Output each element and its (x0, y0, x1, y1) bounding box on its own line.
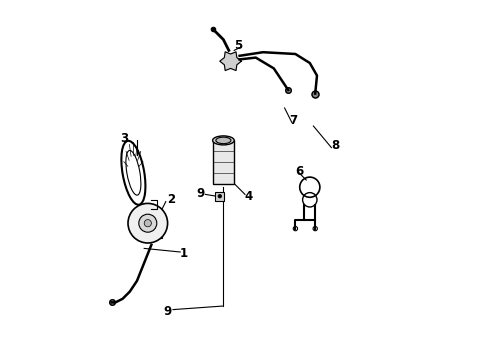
Text: 4: 4 (245, 190, 253, 203)
Text: 9: 9 (196, 187, 204, 200)
Text: 6: 6 (295, 165, 303, 177)
FancyBboxPatch shape (148, 209, 162, 238)
Ellipse shape (216, 137, 231, 144)
FancyBboxPatch shape (216, 192, 224, 201)
Text: 8: 8 (331, 139, 339, 152)
Circle shape (128, 203, 168, 243)
Text: 5: 5 (234, 39, 242, 51)
Text: 7: 7 (290, 114, 297, 127)
Ellipse shape (213, 136, 234, 145)
FancyBboxPatch shape (213, 140, 234, 184)
Text: 2: 2 (167, 193, 175, 206)
Circle shape (144, 220, 151, 227)
Circle shape (139, 214, 157, 232)
Text: 1: 1 (180, 247, 188, 260)
Text: 3: 3 (121, 132, 128, 145)
Text: 9: 9 (164, 305, 171, 318)
Circle shape (218, 194, 221, 198)
Polygon shape (220, 52, 242, 71)
